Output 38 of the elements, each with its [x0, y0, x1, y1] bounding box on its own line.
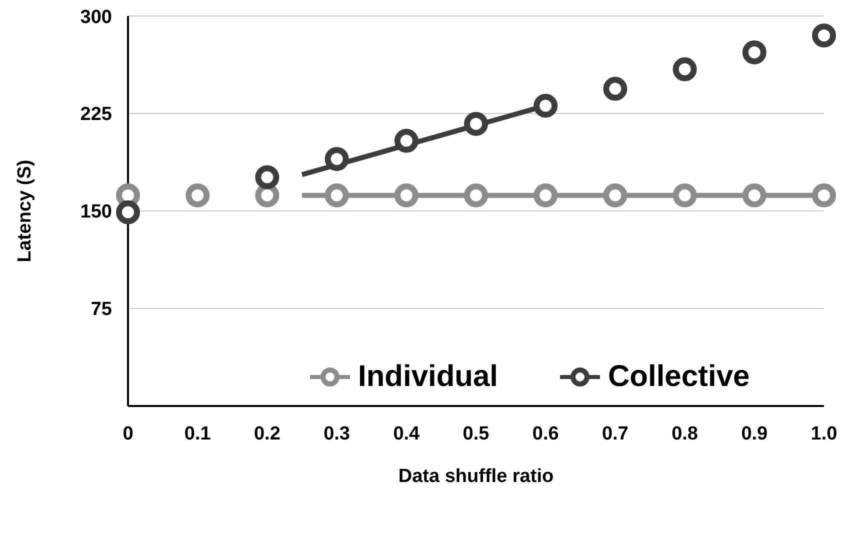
x-tick-label: 0.6	[532, 423, 559, 444]
x-tick-label: 0.3	[324, 423, 350, 444]
point	[255, 165, 280, 190]
point	[534, 183, 558, 208]
point	[394, 183, 418, 208]
point	[603, 183, 628, 208]
x-tick-label: 0.4	[393, 423, 420, 444]
point	[464, 183, 488, 208]
point	[464, 112, 488, 136]
y-tick-label: 225	[80, 104, 112, 126]
point	[186, 183, 210, 208]
point	[812, 183, 836, 208]
y-axis-title: Latency (S)	[14, 160, 36, 262]
y-tick-label: 300	[80, 6, 112, 28]
point	[672, 57, 697, 82]
point	[603, 76, 628, 101]
point	[672, 183, 697, 208]
point	[394, 128, 418, 153]
point	[324, 183, 349, 208]
point	[116, 200, 140, 224]
x-tick-label: 0.5	[462, 423, 490, 444]
x-tick-label: 0.1	[184, 423, 212, 444]
point	[324, 147, 349, 171]
legend-label: Individual	[358, 360, 498, 394]
point	[534, 94, 558, 118]
x-axis-title: Data shuffle ratio	[398, 466, 554, 487]
legend-label: Collective	[608, 360, 750, 394]
x-tick-label: 0.9	[741, 423, 768, 444]
x-tick-label: 1.0	[810, 423, 838, 444]
x-tick-label: 0	[122, 423, 134, 444]
point	[742, 40, 766, 64]
point	[812, 24, 836, 48]
point	[742, 183, 766, 208]
x-tick-label: 0.7	[602, 423, 628, 444]
x-tick-label: 0.2	[254, 423, 280, 444]
y-tick-label: 75	[90, 299, 112, 320]
x-tick-label: 0.8	[672, 423, 698, 444]
y-tick-label: 150	[80, 202, 112, 223]
